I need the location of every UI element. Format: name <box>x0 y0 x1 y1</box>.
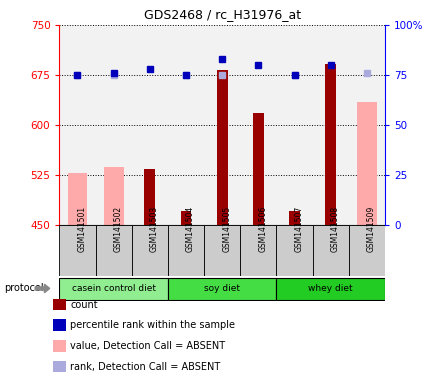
Text: whey diet: whey diet <box>308 284 353 293</box>
Bar <box>168 25 204 225</box>
Text: count: count <box>70 300 98 310</box>
Bar <box>253 114 264 225</box>
Text: GSM141509: GSM141509 <box>367 206 376 252</box>
Bar <box>217 70 227 225</box>
Text: rank, Detection Call = ABSENT: rank, Detection Call = ABSENT <box>70 362 220 372</box>
Bar <box>168 225 204 276</box>
Text: GSM141508: GSM141508 <box>331 206 340 252</box>
Text: GSM141502: GSM141502 <box>114 206 123 252</box>
Bar <box>313 225 349 276</box>
Bar <box>59 278 168 300</box>
Text: soy diet: soy diet <box>204 284 240 293</box>
Bar <box>132 25 168 225</box>
Bar <box>313 25 349 225</box>
Bar <box>95 25 132 225</box>
Bar <box>104 167 124 225</box>
Text: GSM141507: GSM141507 <box>294 206 304 252</box>
Bar <box>59 25 95 225</box>
Text: percentile rank within the sample: percentile rank within the sample <box>70 320 235 330</box>
Bar <box>240 225 276 276</box>
Text: value, Detection Call = ABSENT: value, Detection Call = ABSENT <box>70 341 226 351</box>
Text: GSM141501: GSM141501 <box>77 206 87 252</box>
Bar <box>132 225 168 276</box>
Bar <box>276 225 313 276</box>
Bar <box>204 25 240 225</box>
Bar <box>240 25 276 225</box>
Bar <box>144 169 155 225</box>
Bar <box>357 102 377 225</box>
Text: protocol: protocol <box>4 283 44 293</box>
Bar <box>276 25 313 225</box>
Bar <box>168 278 276 300</box>
Title: GDS2468 / rc_H31976_at: GDS2468 / rc_H31976_at <box>143 8 301 21</box>
Text: casein control diet: casein control diet <box>72 284 156 293</box>
Bar <box>349 25 385 225</box>
Text: GSM141504: GSM141504 <box>186 206 195 252</box>
Bar <box>59 225 95 276</box>
Bar <box>180 211 191 225</box>
Bar <box>349 225 385 276</box>
Bar <box>276 278 385 300</box>
Bar <box>204 225 240 276</box>
Text: GSM141503: GSM141503 <box>150 206 159 252</box>
Text: GSM141505: GSM141505 <box>222 206 231 252</box>
Text: GSM141506: GSM141506 <box>258 206 268 252</box>
Bar <box>95 225 132 276</box>
Bar <box>289 211 300 225</box>
Bar <box>68 174 88 225</box>
Bar <box>325 64 336 225</box>
